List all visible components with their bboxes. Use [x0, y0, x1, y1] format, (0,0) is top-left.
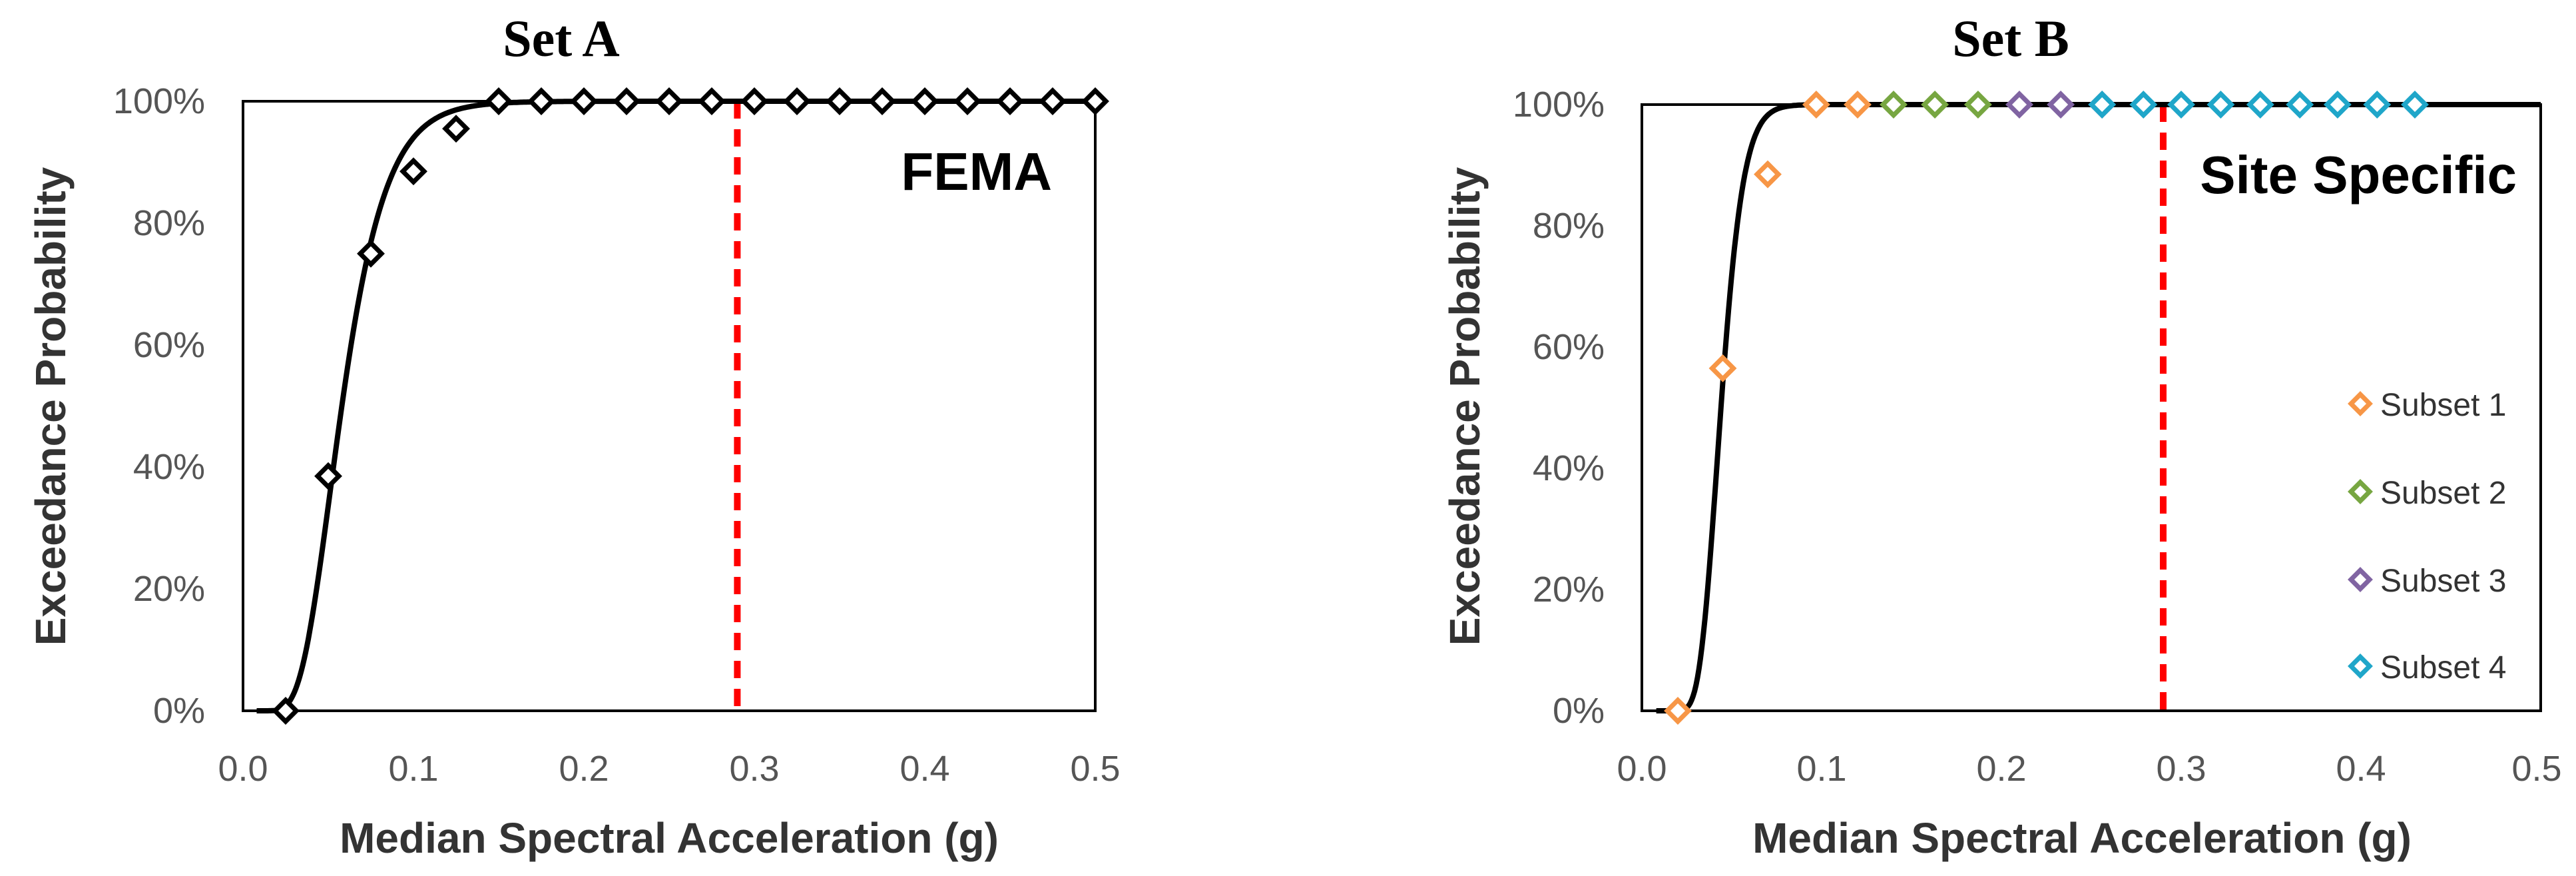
- chart-a-data-point: [655, 87, 683, 115]
- chart-a-y-tick-label: 100%: [113, 81, 205, 121]
- legend-entry-subset-3: Subset 3: [2348, 564, 2506, 599]
- chart-a-y-tick-label: 0%: [153, 691, 205, 731]
- chart-b-data-point-series-1: [1802, 91, 1830, 119]
- chart-b-data-point-series-1: [1844, 91, 1872, 119]
- chart-a-y-axis-label: Exceedance Probability: [27, 167, 75, 646]
- chart-a-data-point: [314, 462, 342, 490]
- chart-b-data-point-series-1: [1754, 160, 1782, 189]
- chart-b-annotation: Site Specific: [2200, 145, 2517, 205]
- chart-a-y-tick-label: 40%: [133, 447, 205, 487]
- legend-marker-subset-1: [2348, 391, 2373, 416]
- chart-a-data-point: [399, 157, 427, 186]
- chart-b-data-point-series-2: [1921, 91, 1949, 119]
- chart-a-data-point: [740, 87, 768, 115]
- chart-b-y-tick-label: 100%: [1513, 85, 1605, 125]
- chart-a-x-tick-label: 0.2: [559, 749, 609, 789]
- legend-entry-subset-2: Subset 2: [2348, 476, 2506, 511]
- chart-set-b: Set B Site Specific Subset 1 Subset 2 Su…: [1441, 9, 2562, 862]
- chart-a-data-point: [953, 87, 981, 115]
- chart-a-data-point: [272, 697, 300, 725]
- chart-a-title: Set A: [503, 9, 620, 67]
- chart-b-data-point-series-1: [1708, 354, 1737, 382]
- chart-b-x-tick-label: 0.0: [1617, 749, 1667, 789]
- chart-b-y-tick-label: 60%: [1533, 327, 1605, 367]
- chart-set-a: Set A FEMA 0% 20% 40% 60% 80% 100% 0.0 0…: [27, 9, 1121, 862]
- legend-marker-subset-4: [2348, 654, 2373, 679]
- chart-b-y-axis-label: Exceedance Probability: [1441, 167, 1489, 646]
- chart-a-data-point: [527, 87, 555, 115]
- chart-b-marks: [1656, 91, 2541, 725]
- chart-b-x-tick-labels: 0.0 0.1 0.2 0.3 0.4 0.5: [1617, 749, 2561, 789]
- chart-a-data-point: [570, 87, 598, 115]
- legend-label-subset-2: Subset 2: [2380, 476, 2506, 511]
- chart-a-data-point: [783, 87, 811, 115]
- legend-label-subset-3: Subset 3: [2380, 564, 2506, 599]
- chart-a-x-tick-label: 0.0: [218, 749, 268, 789]
- chart-b-x-tick-label: 0.4: [2336, 749, 2386, 789]
- chart-b-x-tick-label: 0.2: [1976, 749, 2026, 789]
- chart-b-x-tick-label: 0.1: [1796, 749, 1846, 789]
- chart-b-title: Set B: [1952, 9, 2069, 67]
- chart-b-data-point-series-4: [2167, 91, 2195, 119]
- chart-a-x-tick-label: 0.1: [388, 749, 438, 789]
- chart-b-x-axis-label: Median Spectral Acceleration (g): [1752, 814, 2412, 862]
- legend-label-subset-4: Subset 4: [2380, 650, 2506, 685]
- chart-a-y-tick-label: 80%: [133, 203, 205, 243]
- legend-label-subset-1: Subset 1: [2380, 388, 2506, 423]
- chart-b-data-point-series-4: [2129, 91, 2158, 119]
- legend-entry-subset-4: Subset 4: [2348, 650, 2506, 685]
- chart-a-annotation: FEMA: [901, 142, 1052, 201]
- chart-a-data-point: [1039, 87, 1067, 115]
- chart-a-data-point: [1081, 87, 1109, 115]
- chart-a-x-tick-label: 0.5: [1070, 749, 1120, 789]
- chart-a-data-point: [868, 87, 896, 115]
- chart-b-data-point-series-1: [1664, 697, 1692, 725]
- chart-b-y-tick-label: 80%: [1533, 206, 1605, 246]
- chart-b-data-point-series-4: [2323, 91, 2352, 119]
- chart-a-data-point: [698, 87, 726, 115]
- chart-a-x-tick-label: 0.3: [729, 749, 779, 789]
- chart-a-x-tick-labels: 0.0 0.1 0.2 0.3 0.4 0.5: [218, 749, 1120, 789]
- chart-b-data-point-series-4: [2401, 91, 2429, 119]
- chart-b-data-point-series-2: [1963, 91, 1992, 119]
- chart-a-data-point: [357, 239, 385, 268]
- chart-a-data-point: [996, 87, 1024, 115]
- chart-a-data-point: [485, 87, 513, 115]
- chart-a-data-point: [613, 87, 641, 115]
- chart-b-data-point-series-4: [2088, 91, 2117, 119]
- chart-a-x-tick-label: 0.4: [900, 749, 949, 789]
- chart-a-x-axis-label: Median Spectral Acceleration (g): [340, 814, 999, 862]
- chart-b-y-tick-label: 0%: [1553, 691, 1605, 731]
- chart-b-x-tick-label: 0.5: [2511, 749, 2561, 789]
- chart-b-data-point-series-2: [1880, 91, 1908, 119]
- chart-a-data-point: [826, 87, 854, 115]
- chart-b-data-point-series-4: [2363, 91, 2392, 119]
- chart-a-data-point: [911, 87, 939, 115]
- chart-a-y-tick-label: 20%: [133, 569, 205, 609]
- chart-b-y-tick-labels: 0% 20% 40% 60% 80% 100%: [1513, 85, 1605, 731]
- legend-marker-subset-2: [2348, 479, 2373, 504]
- chart-a-y-tick-label: 60%: [133, 325, 205, 365]
- chart-a-marks: [256, 87, 1109, 725]
- chart-b-y-tick-label: 20%: [1533, 570, 1605, 610]
- chart-b-legend: Subset 1 Subset 2 Subset 3 Subset 4: [2348, 388, 2506, 685]
- chart-b-data-point-series-4: [2246, 91, 2274, 119]
- legend-marker-subset-3: [2348, 567, 2373, 592]
- chart-b-data-point-series-4: [2286, 91, 2314, 119]
- legend-entry-subset-1: Subset 1: [2348, 388, 2506, 423]
- chart-b-data-point-series-4: [2206, 91, 2235, 119]
- chart-a-data-point: [442, 115, 470, 143]
- chart-a-y-tick-labels: 0% 20% 40% 60% 80% 100%: [113, 81, 205, 731]
- chart-b-y-tick-label: 40%: [1533, 448, 1605, 488]
- chart-b-x-tick-label: 0.3: [2156, 749, 2206, 789]
- chart-b-data-point-series-3: [2047, 91, 2075, 119]
- chart-b-data-point-series-3: [2005, 91, 2033, 119]
